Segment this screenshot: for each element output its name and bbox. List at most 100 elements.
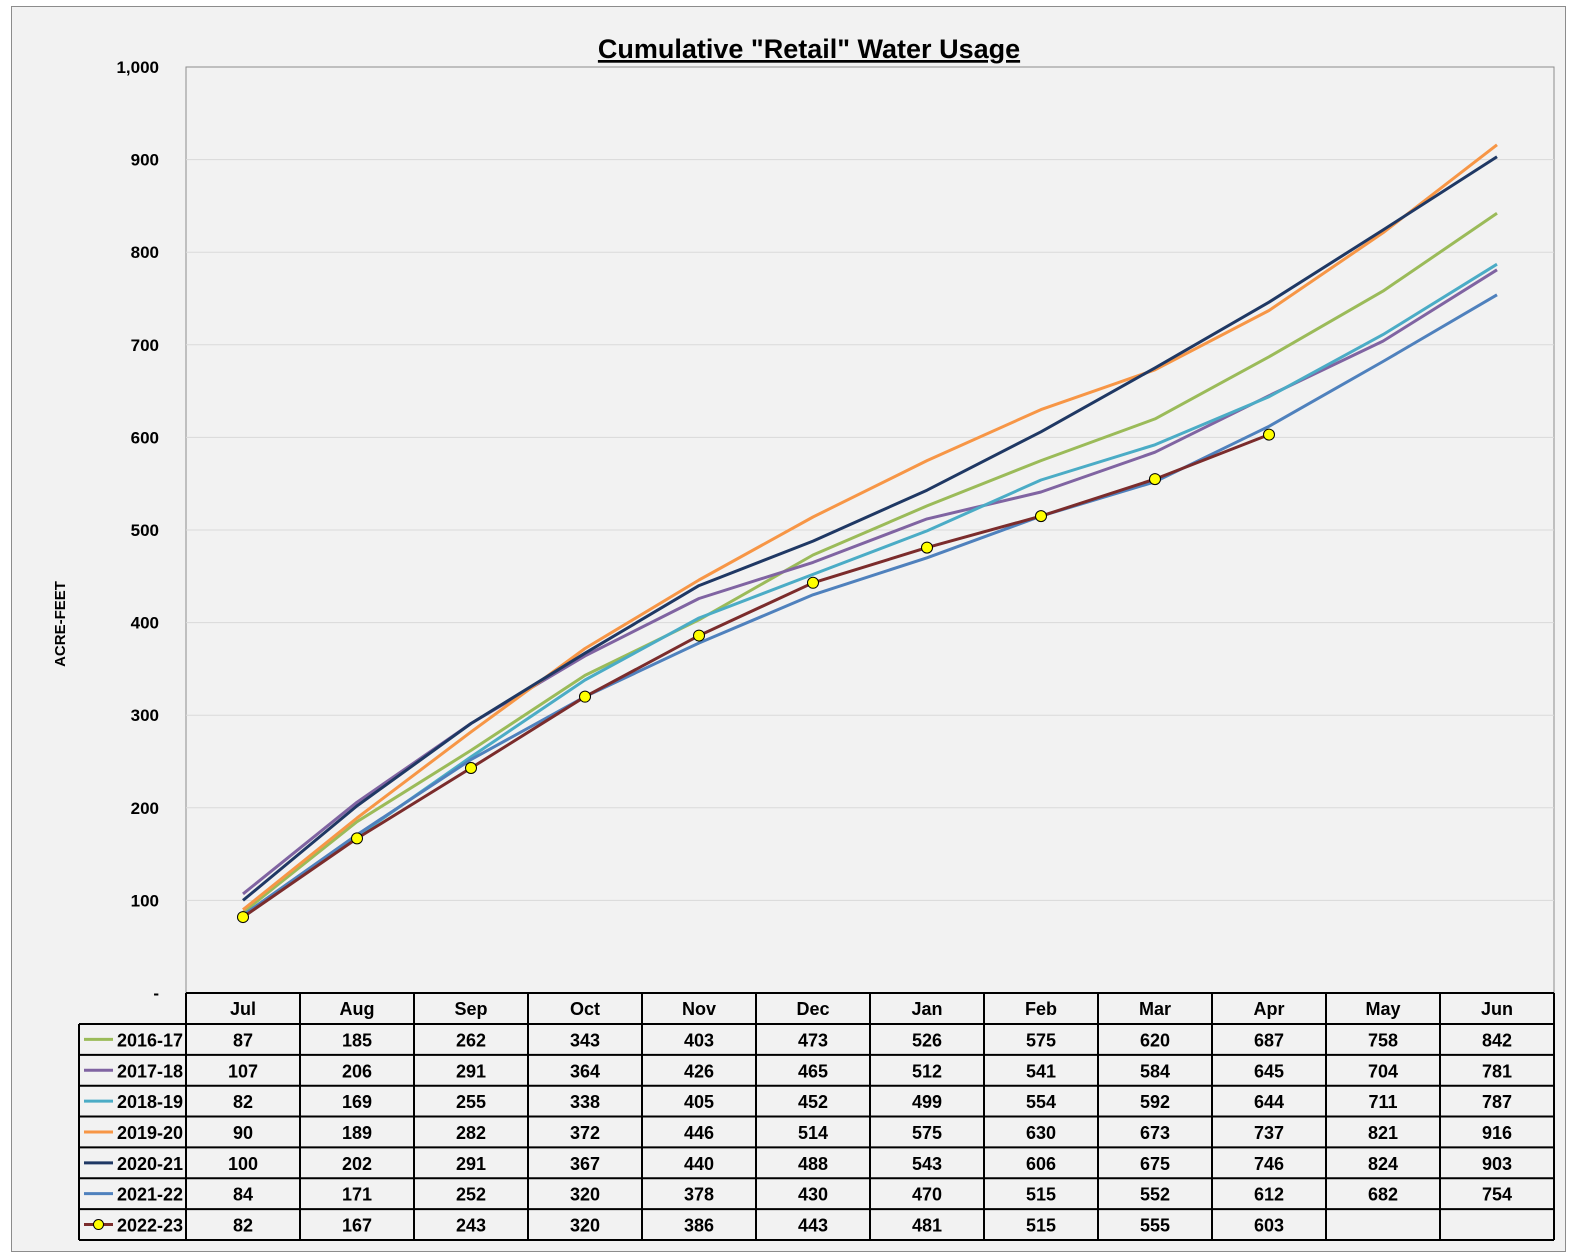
- table-cell: 252: [456, 1185, 486, 1205]
- table-cell: 746: [1254, 1154, 1284, 1174]
- table-cell: 338: [570, 1092, 600, 1112]
- table-cell: 470: [912, 1185, 942, 1205]
- table-cell: 512: [912, 1061, 942, 1081]
- table-cell: 262: [456, 1030, 486, 1050]
- table-cell: 575: [1026, 1030, 1056, 1050]
- table-cell: 426: [684, 1061, 714, 1081]
- y-tick-label: 200: [131, 799, 159, 818]
- table-cell: 405: [684, 1092, 714, 1112]
- table-header-May: May: [1365, 999, 1400, 1019]
- legend-label-2019-20: 2019-20: [117, 1123, 183, 1143]
- table-header-Feb: Feb: [1025, 999, 1057, 1019]
- table-header-Apr: Apr: [1254, 999, 1285, 1019]
- table-cell: 515: [1026, 1216, 1056, 1236]
- y-tick-label: 300: [131, 706, 159, 725]
- table-cell: 343: [570, 1030, 600, 1050]
- table-cell: 514: [798, 1123, 828, 1143]
- table-cell: 842: [1482, 1030, 1512, 1050]
- table-cell: 430: [798, 1185, 828, 1205]
- table-cell: 82: [233, 1216, 253, 1236]
- table-cell: 552: [1140, 1185, 1170, 1205]
- table-cell: 107: [228, 1061, 258, 1081]
- table-header-Jun: Jun: [1481, 999, 1513, 1019]
- data-point-2022-23-Mar: [1149, 473, 1161, 486]
- table-cell: 169: [342, 1092, 372, 1112]
- table-cell: 554: [1026, 1092, 1056, 1112]
- table-cell: 682: [1368, 1185, 1398, 1205]
- table-cell: 606: [1026, 1154, 1056, 1174]
- series-line-2016-17: [242, 212, 1498, 914]
- table-cell: 291: [456, 1154, 486, 1174]
- table-cell: 612: [1254, 1185, 1284, 1205]
- table-cell: 243: [456, 1216, 486, 1236]
- data-point-2022-23-Nov: [693, 629, 705, 642]
- series-line-2018-19: [242, 262, 1498, 919]
- data-point-2022-23-Aug: [351, 832, 363, 845]
- table-cell: 189: [342, 1123, 372, 1143]
- table-cell: 452: [798, 1092, 828, 1112]
- table-cell: 206: [342, 1061, 372, 1081]
- table-cell: 644: [1254, 1092, 1284, 1112]
- table-cell: 488: [798, 1154, 828, 1174]
- table-cell: 481: [912, 1216, 942, 1236]
- table-cell: 555: [1140, 1216, 1170, 1236]
- table-cell: 515: [1026, 1185, 1056, 1205]
- data-point-2022-23-Apr: [1263, 428, 1275, 441]
- legend-label-2017-18: 2017-18: [117, 1061, 183, 1081]
- table-cell: 386: [684, 1216, 714, 1236]
- y-tick-label: -: [153, 984, 159, 1003]
- table-cell: 465: [798, 1061, 828, 1081]
- y-axis-label: ACRE-FEET: [52, 581, 69, 667]
- table-cell: 754: [1482, 1185, 1512, 1205]
- legend-marker-2022-23: [93, 1219, 104, 1231]
- table-cell: 82: [233, 1092, 253, 1112]
- legend-label-2016-17: 2016-17: [117, 1030, 183, 1050]
- table-cell: 526: [912, 1030, 942, 1050]
- legend-label-2020-21: 2020-21: [117, 1154, 183, 1174]
- table-cell: 821: [1368, 1123, 1398, 1143]
- table-cell: 443: [798, 1216, 828, 1236]
- y-tick-label: 600: [131, 428, 159, 447]
- y-axis-ticks: - 100 200 300 400 500 600 700 800 900 1,000: [116, 58, 159, 1003]
- table-cell: 758: [1368, 1030, 1398, 1050]
- table-cell: 499: [912, 1092, 942, 1112]
- legend-label-2021-22: 2021-22: [117, 1185, 183, 1205]
- table-cell: 541: [1026, 1061, 1056, 1081]
- y-tick-label: 1,000: [116, 58, 159, 77]
- table-cell: 704: [1368, 1061, 1398, 1081]
- table-header-Nov: Nov: [682, 999, 716, 1019]
- table-cell: 171: [342, 1185, 372, 1205]
- table-cell: 645: [1254, 1061, 1284, 1081]
- chart-svg: Cumulative "Retail" Water Usage ACRE-FEE…: [52, 34, 1555, 1241]
- table-cell: 84: [233, 1185, 253, 1205]
- table-header-Sep: Sep: [454, 999, 487, 1019]
- y-tick-label: 900: [131, 151, 159, 170]
- table-cell: 364: [570, 1061, 600, 1081]
- y-tick-label: 500: [131, 521, 159, 540]
- table-cell: 291: [456, 1061, 486, 1081]
- data-point-2022-23-Jul: [237, 911, 249, 924]
- table-cell: 185: [342, 1030, 372, 1050]
- table-header-Aug: Aug: [340, 999, 375, 1019]
- y-tick-label: 700: [131, 336, 159, 355]
- table-cell: 100: [228, 1154, 258, 1174]
- table-cell: 90: [233, 1123, 253, 1143]
- table-cell: 675: [1140, 1154, 1170, 1174]
- y-tick-label: 400: [131, 614, 159, 633]
- series-line-2021-22: [242, 293, 1498, 917]
- table-cell: 781: [1482, 1061, 1512, 1081]
- table-cell: 584: [1140, 1061, 1170, 1081]
- table-cell: 592: [1140, 1092, 1170, 1112]
- table-header-Dec: Dec: [796, 999, 829, 1019]
- table-cell: 916: [1482, 1123, 1512, 1143]
- legend-label-2022-23: 2022-23: [117, 1216, 183, 1236]
- table-cell: 737: [1254, 1123, 1284, 1143]
- table-header-Jan: Jan: [911, 999, 942, 1019]
- table-cell: 403: [684, 1030, 714, 1050]
- table-cell: 543: [912, 1154, 942, 1174]
- table-cell: 787: [1482, 1092, 1512, 1112]
- y-tick-label: 800: [131, 243, 159, 262]
- table-cell: 440: [684, 1154, 714, 1174]
- table-cell: 282: [456, 1123, 486, 1143]
- table-cell: 255: [456, 1092, 486, 1112]
